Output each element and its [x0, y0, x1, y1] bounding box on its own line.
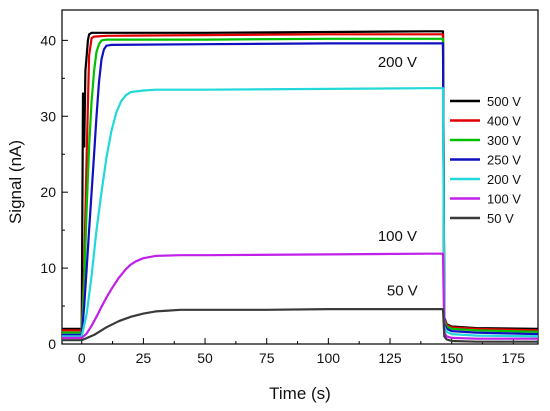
- legend-label: 100 V: [487, 192, 521, 207]
- legend-label: 250 V: [487, 153, 521, 168]
- series-line-250-v: [62, 42, 539, 336]
- x-tick-label: 150: [440, 350, 464, 366]
- x-tick-label: 25: [136, 350, 152, 366]
- y-tick-label: 0: [48, 336, 56, 352]
- annotation-label: 200 V: [378, 54, 417, 71]
- y-tick-label: 40: [40, 32, 56, 48]
- y-tick-label: 10: [40, 260, 56, 276]
- x-tick-label: 0: [78, 350, 86, 366]
- series-line-300-v: [62, 37, 539, 334]
- axes: 0 25 50 75 100 125 150 175 0 10 20 30 40: [40, 9, 539, 366]
- y-tick-label: 20: [40, 184, 56, 200]
- legend-label: 300 V: [487, 133, 521, 148]
- series-lines: [62, 30, 539, 343]
- legend-label: 200 V: [487, 172, 521, 187]
- annotation-label: 100 V: [378, 228, 417, 245]
- series-line-200-v: [62, 87, 539, 338]
- legend-label: 400 V: [487, 114, 521, 129]
- legend: 500 V 400 V 300 V 250 V 200 V 100 V 50 V: [450, 94, 521, 226]
- legend-label: 50 V: [487, 211, 514, 226]
- series-line-100-v: [62, 252, 538, 340]
- x-tick-label: 100: [317, 350, 341, 366]
- x-tick-label: 125: [378, 350, 402, 366]
- y-tick-label: 30: [40, 108, 56, 124]
- series-line-400-v: [62, 33, 539, 332]
- series-line-50-v: [62, 308, 538, 343]
- x-axis-title: Time (s): [269, 384, 331, 403]
- legend-label: 500 V: [487, 94, 521, 109]
- x-tick-label: 50: [197, 350, 213, 366]
- x-tick-label: 75: [259, 350, 275, 366]
- plot-frame: [61, 9, 539, 345]
- x-tick-label: 175: [502, 350, 526, 366]
- y-axis-title: Signal (nA): [6, 140, 25, 224]
- annotations: 200 V 100 V 50 V: [378, 54, 418, 299]
- annotation-label: 50 V: [387, 282, 418, 299]
